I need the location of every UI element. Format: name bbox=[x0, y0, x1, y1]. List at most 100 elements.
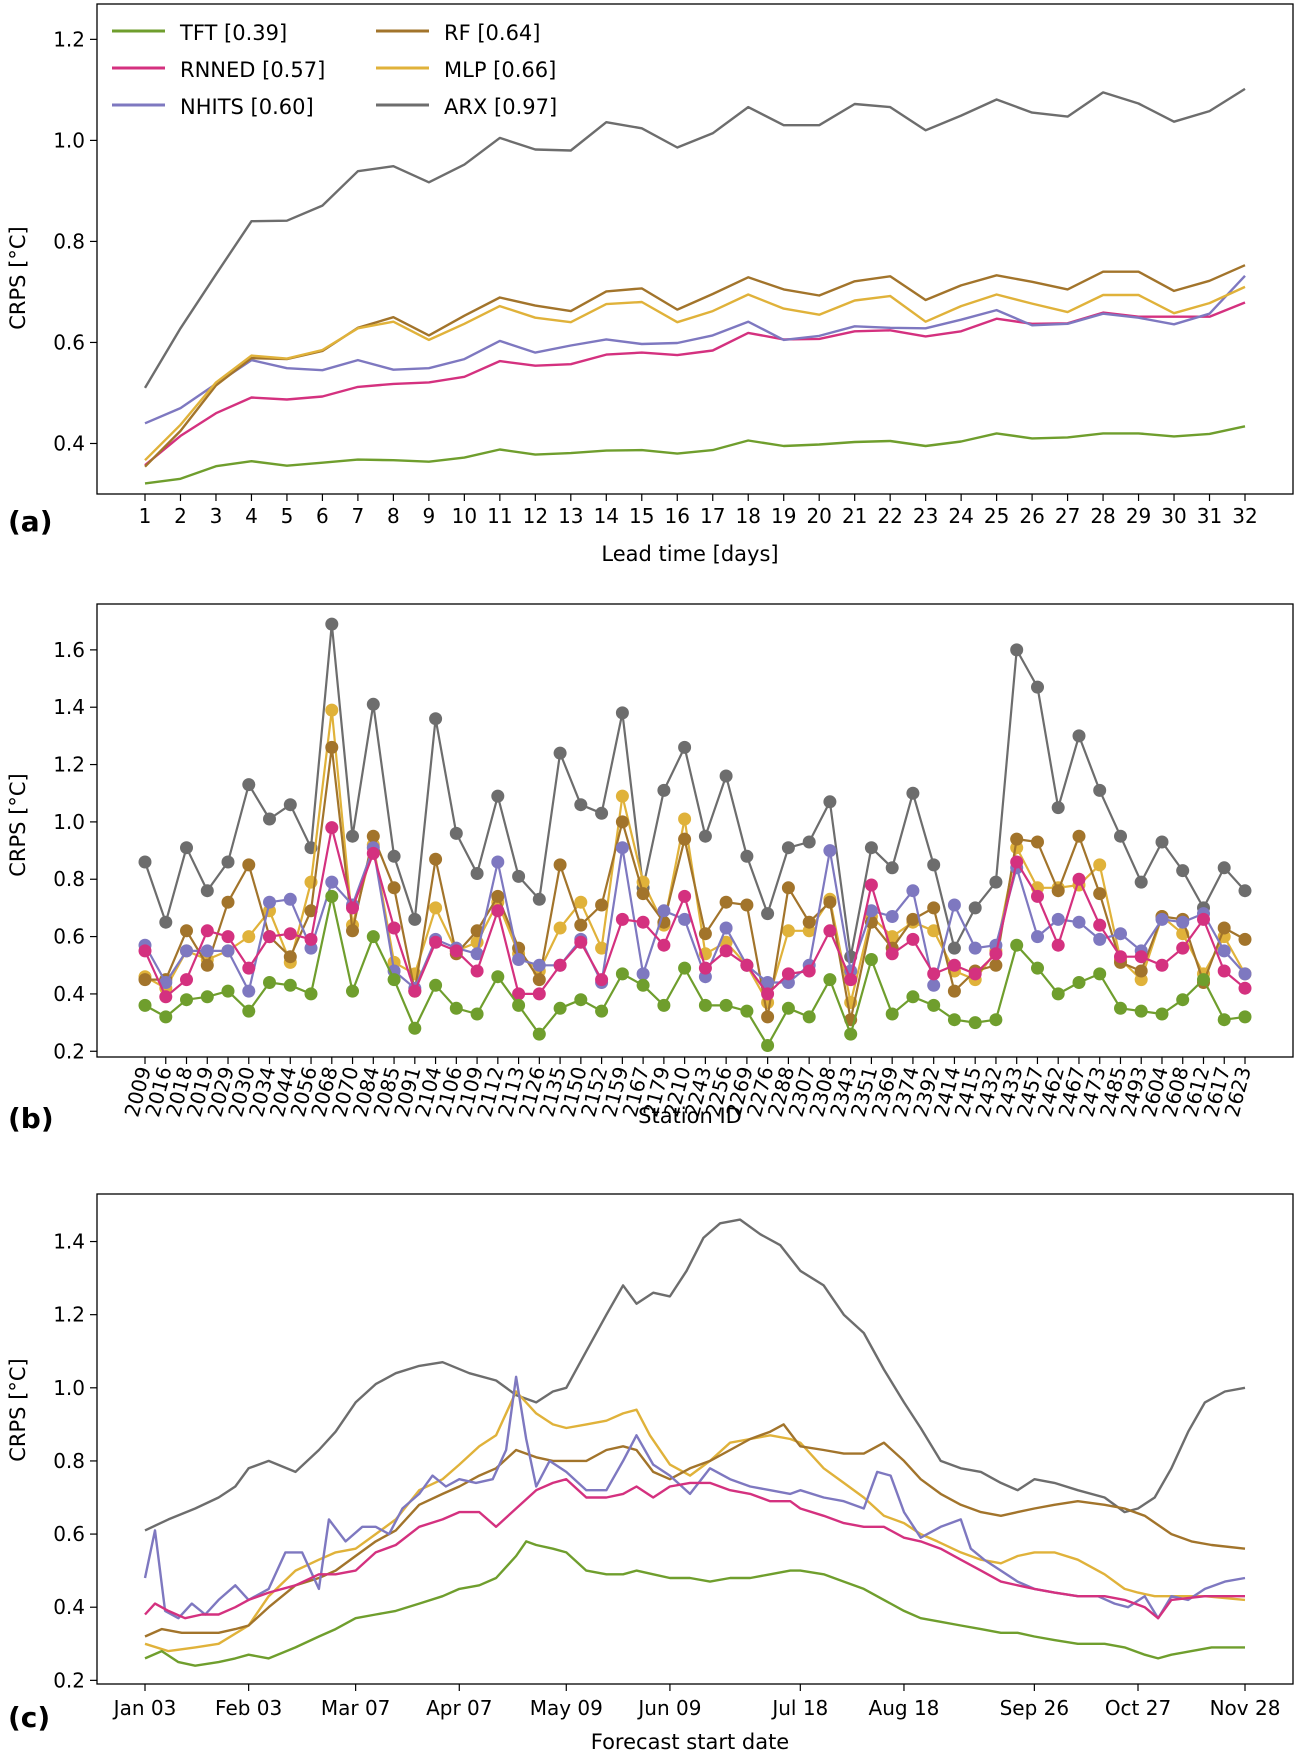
series-marker-arx bbox=[678, 740, 692, 754]
panel-b-xlabel: Station ID bbox=[638, 1104, 742, 1128]
series-marker-rnned bbox=[636, 915, 650, 929]
series-marker-tft bbox=[470, 1007, 484, 1021]
panel-a-xtick-label: 17 bbox=[700, 504, 725, 528]
series-marker-rf bbox=[615, 815, 629, 829]
series-marker-tft bbox=[740, 1004, 754, 1018]
series-marker-tft bbox=[138, 998, 152, 1012]
series-marker-arx bbox=[1176, 864, 1190, 878]
series-marker-mlp bbox=[678, 812, 692, 826]
series-marker-rnned bbox=[719, 944, 733, 958]
series-line-tft bbox=[144, 425, 1246, 485]
series-marker-rnned bbox=[470, 964, 484, 978]
panel-b-ytick-label: 1.6 bbox=[53, 638, 85, 662]
series-marker-rf bbox=[138, 973, 152, 987]
panel-a-xtick-label: 9 bbox=[423, 504, 436, 528]
series-marker-tft bbox=[698, 998, 712, 1012]
series-marker-tft bbox=[574, 993, 588, 1007]
panel-c-ytick-label: 1.2 bbox=[53, 1303, 85, 1327]
panel-c-xtick-label: May 09 bbox=[530, 1696, 603, 1720]
series-marker-tft bbox=[906, 990, 920, 1004]
series-marker-mlp bbox=[574, 895, 588, 909]
series-line-mlp bbox=[144, 1390, 1246, 1653]
series-marker-rf bbox=[429, 852, 443, 866]
series-marker-rf bbox=[512, 941, 526, 955]
series-marker-arx bbox=[885, 861, 899, 875]
series-marker-arx bbox=[1238, 884, 1252, 898]
series-marker-tft bbox=[1134, 1004, 1148, 1018]
series-marker-rnned bbox=[740, 958, 754, 972]
series-marker-rf bbox=[200, 958, 214, 972]
series-marker-rnned bbox=[304, 932, 318, 946]
series-marker-rnned bbox=[221, 930, 235, 944]
series-marker-tft bbox=[1051, 987, 1065, 1001]
series-marker-rnned bbox=[595, 973, 609, 987]
series-marker-rf bbox=[1134, 964, 1148, 978]
panel-c-label: (c) bbox=[8, 1701, 50, 1734]
series-marker-tft bbox=[1238, 1010, 1252, 1024]
series-marker-tft bbox=[947, 1013, 961, 1027]
series-marker-tft bbox=[366, 930, 380, 944]
series-marker-rnned bbox=[408, 984, 422, 998]
series-marker-rf bbox=[698, 927, 712, 941]
series-marker-tft bbox=[512, 998, 526, 1012]
series-marker-arx bbox=[657, 783, 671, 797]
series-marker-arx bbox=[968, 901, 982, 915]
panel-b: 0.20.40.60.81.01.21.41.62009201620182019… bbox=[6, 603, 1294, 1135]
series-marker-rf bbox=[1051, 884, 1065, 898]
series-marker-arx bbox=[989, 875, 1003, 889]
panel-c-xlabel: Forecast start date bbox=[591, 1730, 789, 1754]
series-marker-arx bbox=[325, 617, 339, 631]
series-marker-nhits bbox=[657, 904, 671, 918]
series-marker-arx bbox=[242, 778, 256, 792]
series-marker-tft bbox=[823, 973, 837, 987]
series-marker-arx bbox=[263, 812, 276, 826]
legend-label-arx: ARX [0.97] bbox=[444, 95, 557, 119]
panel-a-xtick-label: 32 bbox=[1232, 504, 1257, 528]
series-marker-rf bbox=[325, 740, 339, 754]
panel-a: 0.40.60.81.01.21 2 3 4 5 6 7 8 9 10 11 12 13 14 15 16 17… bbox=[6, 3, 1294, 566]
panel-a-xtick-label: 1 bbox=[139, 504, 152, 528]
panel-a-xtick-label: 22 bbox=[877, 504, 902, 528]
panel-c: 0.2 0.4 0.6 0.8 1.0 1.2 1.4 Jan 03 Feb 03 Mar 07 A… bbox=[6, 1193, 1294, 1754]
series-marker-rnned bbox=[1072, 872, 1086, 886]
series-marker-arx bbox=[574, 798, 588, 812]
series-marker-rnned bbox=[1197, 912, 1210, 926]
panel-a-ytick-label: 0.4 bbox=[53, 431, 85, 455]
series-marker-nhits bbox=[1114, 927, 1127, 941]
series-marker-tft bbox=[491, 970, 505, 984]
series-marker-arx bbox=[180, 841, 193, 855]
series-marker-arx bbox=[595, 806, 609, 820]
panel-a-xtick-label: 12 bbox=[523, 504, 548, 528]
series-marker-nhits bbox=[325, 875, 339, 889]
panel-a-xtick-label: 13 bbox=[558, 504, 583, 528]
panel-a-xtick-label: 23 bbox=[913, 504, 938, 528]
series-marker-tft bbox=[408, 1021, 422, 1035]
series-marker-arx bbox=[740, 849, 754, 863]
series-marker-arx bbox=[159, 915, 173, 929]
panel-a-ylabel: CRPS [°C] bbox=[6, 226, 30, 329]
series-marker-tft bbox=[864, 953, 878, 966]
series-marker-rnned bbox=[968, 967, 982, 981]
panel-a-xtick-label: 6 bbox=[316, 504, 329, 528]
panel-c-ytick-label: 0.2 bbox=[53, 1668, 85, 1692]
series-marker-rnned bbox=[844, 973, 858, 987]
series-marker-mlp bbox=[927, 924, 941, 938]
panel-a-xlabel: Lead time [days] bbox=[601, 542, 778, 566]
series-line-rf bbox=[145, 746, 1246, 1021]
series-marker-rf bbox=[346, 924, 359, 938]
panel-a-ytick-label: 0.8 bbox=[53, 229, 85, 253]
series-marker-arx bbox=[698, 829, 712, 843]
series-marker-rnned bbox=[1010, 855, 1024, 869]
series-marker-rnned bbox=[947, 958, 961, 972]
series-marker-nhits bbox=[180, 944, 193, 958]
series-marker-nhits bbox=[242, 984, 256, 998]
series-marker-rnned bbox=[242, 961, 256, 975]
panel-a-ytick-label: 1.0 bbox=[53, 128, 85, 152]
series-marker-rf bbox=[678, 832, 692, 846]
panel-a-xtick-label: 29 bbox=[1126, 504, 1151, 528]
panel-c-ylabel: CRPS [°C] bbox=[6, 1358, 30, 1461]
panel-a-xtick-label: 28 bbox=[1090, 504, 1115, 528]
series-marker-rnned bbox=[1051, 938, 1065, 952]
panel-a-xtick-label: 8 bbox=[387, 504, 400, 528]
panel-c-ytick-label: 1.0 bbox=[53, 1376, 85, 1400]
